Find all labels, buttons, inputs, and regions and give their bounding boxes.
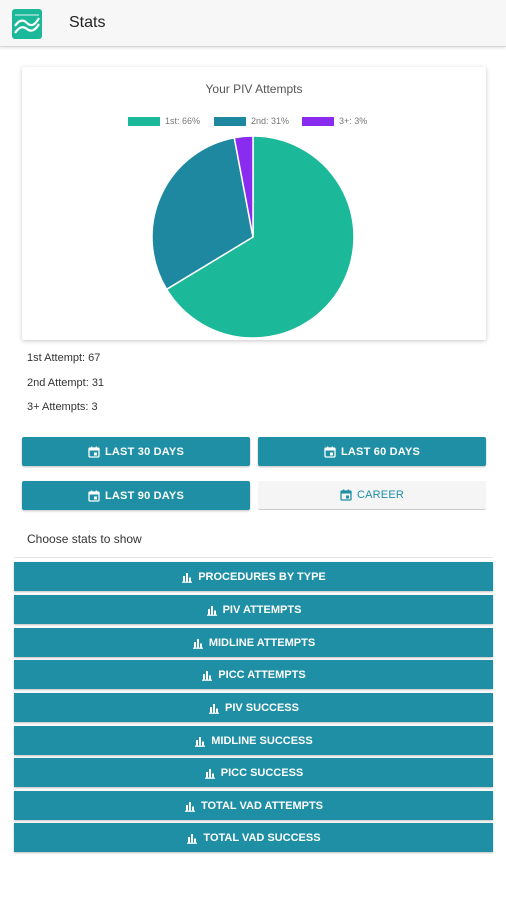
last-30-days-button[interactable]: LAST 30 DAYS — [22, 437, 250, 466]
pie-slice-2nd[interactable] — [151, 136, 254, 291]
summary-second-attempt: 2nd Attempt: 31 — [27, 377, 105, 389]
career-button[interactable]: CAREER — [258, 481, 486, 510]
page-title: Stats — [69, 14, 106, 31]
stat-button-label: PIV ATTEMPTS — [222, 603, 302, 616]
legend-label-3plus: 3+: 3% — [339, 116, 368, 126]
last-90-days-label: LAST 90 DAYS — [104, 489, 185, 502]
stat-button-picc-success[interactable]: PICC SUCCESS — [14, 758, 493, 787]
calendar-icon — [88, 446, 100, 458]
pie-chart — [151, 135, 355, 339]
last-90-days-button[interactable]: LAST 90 DAYS — [22, 481, 250, 510]
stat-button-label: MIDLINE ATTEMPTS — [208, 636, 316, 649]
stat-button-piv-success[interactable]: PIV SUCCESS — [14, 693, 493, 722]
stat-button-label: PICC ATTEMPTS — [218, 668, 306, 681]
stat-button-total-vad-attempts[interactable]: TOTAL VAD ATTEMPTS — [14, 791, 493, 820]
stat-button-label: TOTAL VAD ATTEMPTS — [200, 799, 323, 812]
last-30-days-label: LAST 30 DAYS — [104, 445, 185, 458]
stat-button-label: PIV SUCCESS — [225, 701, 299, 714]
pie-slice-1st[interactable] — [165, 135, 355, 339]
bar-chart-icon — [206, 605, 217, 616]
trend-logo-icon — [12, 9, 42, 39]
bar-chart-icon — [195, 736, 206, 747]
stat-button-label: TOTAL VAD SUCCESS — [203, 831, 321, 844]
calendar-icon — [88, 490, 100, 502]
last-60-days-label: LAST 60 DAYS — [340, 445, 421, 458]
stat-button-label: MIDLINE SUCCESS — [211, 734, 313, 747]
bar-chart-icon — [209, 703, 220, 714]
bar-chart-icon — [184, 801, 195, 812]
stat-button-midline-attempts[interactable]: MIDLINE ATTEMPTS — [14, 628, 493, 657]
calendar-icon — [340, 489, 352, 501]
legend-swatch-1st — [128, 117, 160, 126]
chart-legend: 1st: 66% 2nd: 31% 3+: 3% — [22, 116, 486, 130]
pie-slice-3plus[interactable] — [233, 135, 254, 238]
last-60-days-button[interactable]: LAST 60 DAYS — [258, 437, 486, 466]
chart-title: Your PIV Attempts — [205, 82, 303, 96]
legend-label-2nd: 2nd: 31% — [251, 116, 290, 126]
summary-first-attempt: 1st Attempt: 67 — [27, 352, 101, 364]
chart-card: Your PIV Attempts 1st: 66% 2nd: 31% 3+: … — [22, 67, 486, 340]
stat-button-procedures-by-type[interactable]: PROCEDURES BY TYPE — [14, 562, 493, 591]
legend-swatch-2nd — [214, 117, 246, 126]
bar-chart-icon — [204, 768, 215, 779]
bar-chart-icon — [192, 638, 203, 649]
stat-button-label: PROCEDURES BY TYPE — [198, 570, 326, 583]
calendar-icon — [324, 446, 336, 458]
divider — [14, 557, 493, 558]
bar-chart-icon — [182, 572, 193, 583]
stat-button-label: PICC SUCCESS — [220, 766, 304, 779]
legend-swatch-3plus — [302, 117, 334, 126]
stat-button-total-vad-success[interactable]: TOTAL VAD SUCCESS — [14, 823, 493, 852]
bar-chart-icon — [202, 670, 213, 681]
stat-button-midline-success[interactable]: MIDLINE SUCCESS — [14, 726, 493, 755]
stat-button-piv-attempts[interactable]: PIV ATTEMPTS — [14, 595, 493, 624]
legend-label-1st: 1st: 66% — [165, 116, 201, 126]
bar-chart-icon — [187, 833, 198, 844]
choose-stats-label: Choose stats to show — [27, 532, 142, 546]
career-label: CAREER — [356, 489, 405, 501]
stat-button-picc-attempts[interactable]: PICC ATTEMPTS — [14, 660, 493, 689]
app-bar: Stats — [0, 0, 506, 47]
summary-third-attempts: 3+ Attempts: 3 — [27, 401, 98, 413]
